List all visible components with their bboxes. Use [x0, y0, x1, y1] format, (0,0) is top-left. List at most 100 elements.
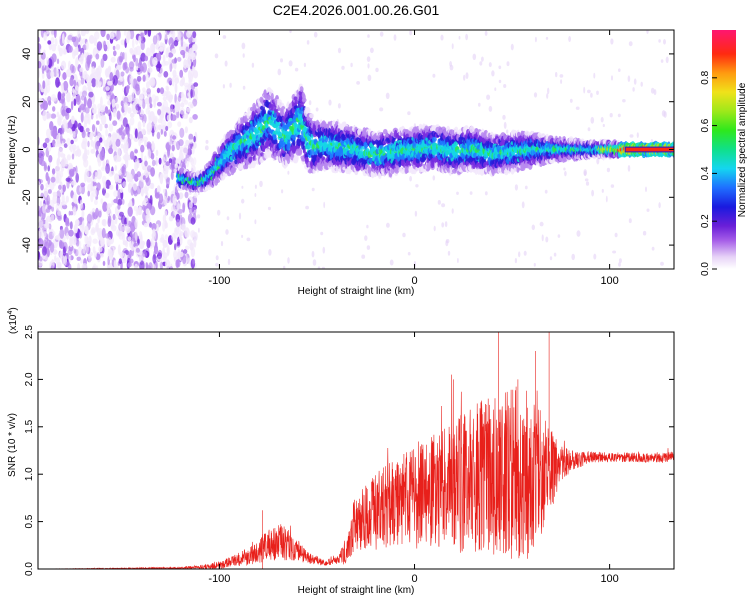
spectrogram-noise-cell [61, 109, 66, 117]
spectrogram-noise-cell [140, 40, 145, 51]
spectrogram-noise-cell [617, 113, 621, 118]
spectrogram-noise-cell [227, 258, 231, 266]
spectrogram-noise-cell [188, 139, 194, 144]
spectrogram-noise-cell [162, 221, 166, 232]
spectrogram-noise-cell [42, 80, 46, 89]
spectrogram-noise-cell [560, 79, 563, 84]
spectrogram-noise-cell [72, 235, 77, 246]
spectrogram-noise-cell [164, 210, 168, 217]
spectrogram-ridge-cell [301, 97, 307, 103]
spectrogram-noise-cell [179, 107, 185, 115]
spectrogram-noise-cell [148, 96, 152, 105]
spectrogram-noise-cell [563, 167, 566, 171]
spectrogram-noise-cell [596, 157, 600, 165]
spectrogram-noise-cell [38, 230, 41, 239]
spectrogram-noise-cell [135, 45, 141, 56]
spectrogram-noise-cell [147, 148, 152, 160]
spectrogram-noise-cell [68, 210, 72, 216]
spectrogram-noise-cell [38, 61, 42, 69]
spectrogram-noise-cell [152, 56, 158, 67]
spectrogram-noise-cell [112, 45, 116, 51]
spectrogram-noise-cell [46, 200, 50, 206]
spectrogram-noise-cell [83, 158, 89, 168]
spectrogram-noise-cell [315, 107, 319, 112]
spectrogram-noise-cell [171, 76, 175, 87]
spectrogram-noise-cell [75, 239, 80, 247]
spectrogram-noise-cell [58, 184, 62, 190]
spectrogram-noise-cell [585, 181, 590, 186]
spectrogram-noise-cell [229, 82, 232, 88]
spectrogram-noise-cell [87, 85, 92, 91]
spectrogram-noise-cell [169, 30, 175, 36]
spectrogram-noise-cell [445, 240, 449, 247]
spectrogram-noise-cell [51, 43, 57, 52]
spectrogram-noise-cell [179, 146, 184, 153]
spectrogram-noise-cell [95, 265, 99, 269]
spectrogram-noise-cell [66, 232, 69, 240]
spectrogram-noise-cell [116, 64, 120, 71]
spectrogram-noise-cell [39, 256, 43, 262]
spectrogram-noise-cell [188, 116, 193, 124]
spectrogram-noise-cell [47, 176, 51, 185]
spectrogram-ridge-cell [309, 113, 315, 119]
spectrogram-noise-cell [320, 231, 324, 236]
spectrogram-noise-cell [96, 41, 103, 51]
spectrogram-noise-cell [161, 61, 166, 67]
spectrogram-noise-cell [356, 81, 360, 85]
spectrogram-noise-cell [407, 251, 411, 256]
spectrogram-noise-cell [191, 206, 197, 215]
spectrogram-noise-cell [187, 101, 193, 107]
spectrogram-noise-cell [181, 76, 186, 86]
spectrogram-noise-cell [449, 61, 452, 67]
spectrogram-noise-cell [62, 184, 66, 192]
spectrogram-noise-cell [125, 171, 131, 178]
spectrogram-noise-cell [157, 124, 162, 131]
spectrogram-noise-cell [547, 87, 550, 95]
spectrogram-noise-cell [65, 261, 71, 267]
spectrogram-noise-cell [78, 57, 82, 63]
spectrogram-noise-cell [119, 51, 124, 63]
spectrogram-noise-cell [151, 223, 157, 231]
spectrogram-noise-cell [498, 65, 502, 70]
spectrogram-noise-cell [118, 258, 122, 265]
spectrogram-noise-cell [176, 258, 181, 268]
spectrogram-noise-cell [163, 130, 167, 137]
spectrogram-noise-cell [117, 204, 121, 210]
spectrogram-noise-cell [97, 103, 102, 111]
spectrogram-noise-cell [117, 244, 121, 255]
spectrogram-noise-cell [133, 135, 139, 142]
spectrogram-noise-cell [192, 98, 198, 107]
spectrogram-noise-cell [140, 32, 145, 37]
spectrogram-noise-cell [167, 121, 173, 129]
spectrogram-noise-cell [68, 229, 74, 237]
spectrogram-noise-cell [65, 195, 69, 203]
spectrogram-noise-cell [177, 95, 181, 103]
spectrogram-noise-cell [106, 94, 111, 100]
spectrogram-noise-cell [549, 256, 553, 261]
spectrogram-noise-cell [48, 155, 53, 163]
spectrogram-noise-cell [112, 75, 118, 86]
spectrogram-noise-cell [102, 187, 106, 196]
spectrogram-noise-cell [192, 258, 196, 265]
spectrogram-noise-cell [653, 89, 657, 96]
spectrogram-noise-cell [139, 113, 145, 121]
spectrogram-noise-cell [533, 92, 538, 98]
spectrogram-noise-cell [180, 102, 185, 108]
spectrogram-noise-cell [140, 52, 146, 62]
spectrogram-noise-cell [173, 250, 178, 260]
spectrogram-noise-cell [100, 237, 105, 247]
spectrogram-noise-cell [87, 190, 90, 197]
spectrogram-noise-cell [606, 167, 611, 173]
spectrogram-noise-cell [143, 197, 148, 203]
spectrogram-noise-cell [113, 108, 117, 118]
spectrogram-noise-cell [142, 175, 146, 180]
spectrogram-noise-cell [174, 93, 177, 104]
spectrogram-ridge-cell [252, 160, 256, 166]
spectrogram-noise-cell [159, 237, 165, 243]
spectrogram-noise-cell [618, 262, 621, 267]
spectrogram-noise-cell [157, 252, 162, 260]
spectrogram-noise-cell [627, 75, 631, 82]
spectrogram-noise-cell [42, 239, 47, 249]
